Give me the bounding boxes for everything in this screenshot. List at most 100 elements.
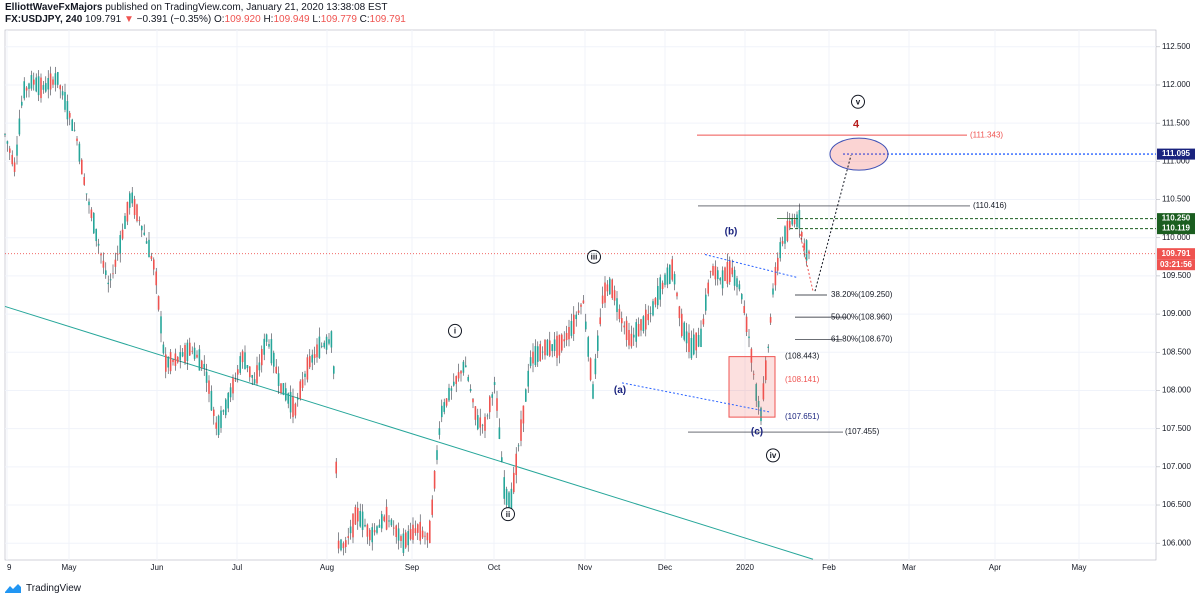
price-tag <box>1157 148 1195 160</box>
candle <box>88 201 90 206</box>
candle <box>217 415 220 435</box>
candle <box>174 353 177 366</box>
plot-area[interactable] <box>4 29 1157 561</box>
candle <box>805 240 808 261</box>
candle <box>712 266 714 276</box>
candle <box>347 536 349 538</box>
candle <box>28 83 30 89</box>
candle <box>625 320 628 341</box>
down-arrow-icon: ▼ <box>123 14 134 25</box>
candle <box>13 162 16 172</box>
candle <box>273 352 275 367</box>
candle <box>741 294 743 300</box>
candle <box>263 338 265 355</box>
candle <box>496 398 498 411</box>
candle <box>237 369 239 375</box>
candle <box>270 339 273 364</box>
candle <box>537 346 539 362</box>
candle <box>786 220 789 241</box>
candle <box>181 352 184 357</box>
author-name[interactable]: ElliottWaveFxMajors <box>5 2 103 13</box>
candle <box>294 403 297 416</box>
chart-header: ElliottWaveFxMajors published on Trading… <box>5 2 406 26</box>
candle <box>184 345 186 363</box>
candle <box>630 333 633 347</box>
price-tick-label: 109.000 <box>1162 309 1191 318</box>
candle <box>424 535 426 537</box>
price-tick-label: 108.500 <box>1162 347 1191 356</box>
candle <box>472 398 474 403</box>
candle <box>709 271 712 273</box>
candle <box>299 381 301 399</box>
candle <box>52 79 54 85</box>
price-tag <box>1157 259 1195 271</box>
candle <box>587 337 589 357</box>
candle <box>335 461 337 474</box>
candle <box>6 141 9 144</box>
candle <box>304 373 306 377</box>
price-tick-label: 112.000 <box>1162 80 1191 89</box>
candle <box>611 279 613 299</box>
trendline[interactable] <box>4 305 814 560</box>
candle <box>789 221 791 228</box>
candle <box>481 424 484 426</box>
candle <box>381 514 383 529</box>
candle <box>515 453 517 476</box>
tradingview-footer[interactable]: TradingView <box>4 582 81 594</box>
candle <box>513 472 515 493</box>
time-tick-label: Apr <box>989 563 1002 572</box>
candle <box>400 536 402 542</box>
target-ellipse[interactable] <box>829 137 889 171</box>
candle <box>753 373 755 375</box>
candle <box>33 79 35 85</box>
candle <box>405 532 407 548</box>
candle <box>798 210 801 229</box>
candle <box>121 229 124 239</box>
candle <box>117 253 119 255</box>
candle <box>203 363 205 368</box>
candle <box>397 528 400 541</box>
candle <box>707 282 709 294</box>
candle <box>556 335 558 358</box>
price-tag-label: 109.791 <box>1162 249 1191 258</box>
candle <box>165 354 167 372</box>
candle <box>251 375 253 378</box>
close-label: C: <box>359 14 370 25</box>
candle <box>148 239 150 258</box>
candle <box>169 352 172 372</box>
wave-label: (b) <box>725 226 738 237</box>
highlight-box[interactable] <box>728 356 776 418</box>
candle <box>628 329 630 346</box>
projection-path[interactable] <box>799 233 814 292</box>
candle <box>414 528 417 534</box>
symbol-label[interactable]: FX:USDJPY, 240 <box>5 14 83 25</box>
candle <box>311 354 313 363</box>
candle <box>580 304 582 307</box>
candle <box>141 225 143 231</box>
candle <box>489 396 491 413</box>
candle <box>85 193 88 195</box>
candle <box>661 282 664 290</box>
candle <box>426 532 429 541</box>
candle <box>493 382 496 385</box>
candle <box>645 309 647 330</box>
candle <box>702 318 705 325</box>
candle <box>131 192 133 204</box>
candle <box>637 323 640 337</box>
candle <box>623 325 625 328</box>
candle <box>179 352 181 360</box>
candle <box>390 519 393 526</box>
candle <box>385 506 388 530</box>
candle <box>681 313 683 336</box>
candle <box>803 243 805 250</box>
candle <box>155 271 157 286</box>
projection-path[interactable] <box>814 155 852 292</box>
candle <box>685 331 688 344</box>
candle <box>222 410 225 412</box>
candle <box>369 529 371 541</box>
close-value: 109.791 <box>369 14 406 25</box>
channel-line[interactable] <box>621 382 770 413</box>
candle <box>371 527 373 543</box>
candle <box>220 410 222 428</box>
